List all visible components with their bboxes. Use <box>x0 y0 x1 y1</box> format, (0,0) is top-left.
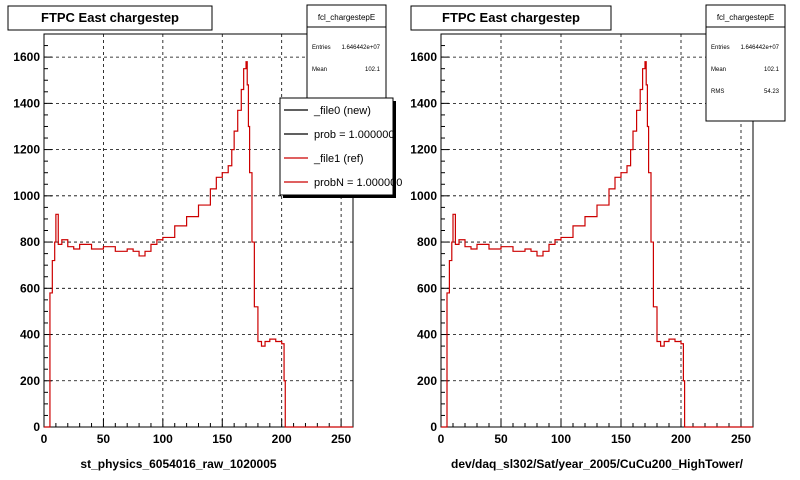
y-tick-label: 400 <box>20 328 40 342</box>
x-axis-label: st_physics_6054016_raw_1020005 <box>80 457 276 471</box>
stats-label: Entries <box>711 45 730 51</box>
stats-label: Mean <box>312 67 327 73</box>
x-tick-label: 250 <box>731 432 751 446</box>
stats-box <box>705 4 786 122</box>
y-tick-label: 1000 <box>410 189 437 203</box>
y-tick-label: 0 <box>430 420 437 434</box>
y-tick-label: 1200 <box>410 143 437 157</box>
stats-title: fcl_chargestepE <box>318 13 375 22</box>
plot-frame <box>440 33 754 428</box>
stats-title: fcl_chargestepE <box>717 13 774 22</box>
x-tick-label: 200 <box>671 432 691 446</box>
stats-label: Entries <box>312 45 331 51</box>
legend-label: _file0 (new) <box>313 105 371 117</box>
y-tick-label: 400 <box>417 328 437 342</box>
legend-box <box>279 97 394 196</box>
legend-label: prob = 1.000000 <box>314 129 394 141</box>
x-tick-label: 200 <box>272 432 292 446</box>
x-tick-label: 100 <box>551 432 571 446</box>
x-tick-label: 100 <box>153 432 173 446</box>
chart-title: FTPC East chargestep <box>442 10 580 25</box>
legend-label: _file1 (ref) <box>313 153 364 165</box>
stats-label: Mean <box>711 67 726 73</box>
title-box <box>410 5 612 31</box>
chart-panel-1: 0 50 100 150 200 250 0 200 400 600 800 1000 1200 1400… <box>7 4 402 471</box>
y-tick-label: 1000 <box>13 189 40 203</box>
y-tick-label: 1400 <box>410 96 437 110</box>
series-line-1 <box>441 61 753 428</box>
stats-value: 1.646442e+07 <box>341 45 380 51</box>
y-tick-label: 600 <box>417 281 437 295</box>
stats-value: 102.1 <box>365 67 381 73</box>
y-tick-label: 1600 <box>410 50 437 64</box>
y-tick-label: 600 <box>20 281 40 295</box>
x-tick-label: 50 <box>494 432 508 446</box>
x-tick-label: 250 <box>331 432 351 446</box>
stats-value: 54.23 <box>764 89 780 95</box>
chart-panel-2: 0 50 100 150 200 250 0 200 400 600 800 1000 1200 1400… <box>410 4 786 471</box>
x-tick-label: 150 <box>212 432 232 446</box>
series-line-1 <box>44 61 353 428</box>
stats-box <box>306 4 387 114</box>
y-tick-label: 800 <box>417 235 437 249</box>
stats-value: 102.1 <box>764 67 780 73</box>
legend-label: probN = 1.000000 <box>314 177 402 189</box>
y-tick-label: 1400 <box>13 96 40 110</box>
stats-value: 1.646442e+07 <box>740 45 779 51</box>
y-tick-label: 200 <box>417 374 437 388</box>
x-tick-label: 50 <box>97 432 111 446</box>
x-tick-label: 0 <box>438 432 445 446</box>
x-axis-label: dev/daq_sl302/Sat/year_2005/CuCu200_High… <box>451 457 744 471</box>
y-tick-label: 1200 <box>13 143 40 157</box>
x-tick-label: 150 <box>611 432 631 446</box>
y-tick-label: 200 <box>20 374 40 388</box>
x-tick-label: 0 <box>41 432 48 446</box>
y-tick-label: 1600 <box>13 50 40 64</box>
y-tick-label: 0 <box>33 420 40 434</box>
y-tick-label: 800 <box>20 235 40 249</box>
title-box <box>7 5 213 31</box>
chart-title: FTPC East chargestep <box>41 10 179 25</box>
stats-label: RMS <box>711 89 724 95</box>
